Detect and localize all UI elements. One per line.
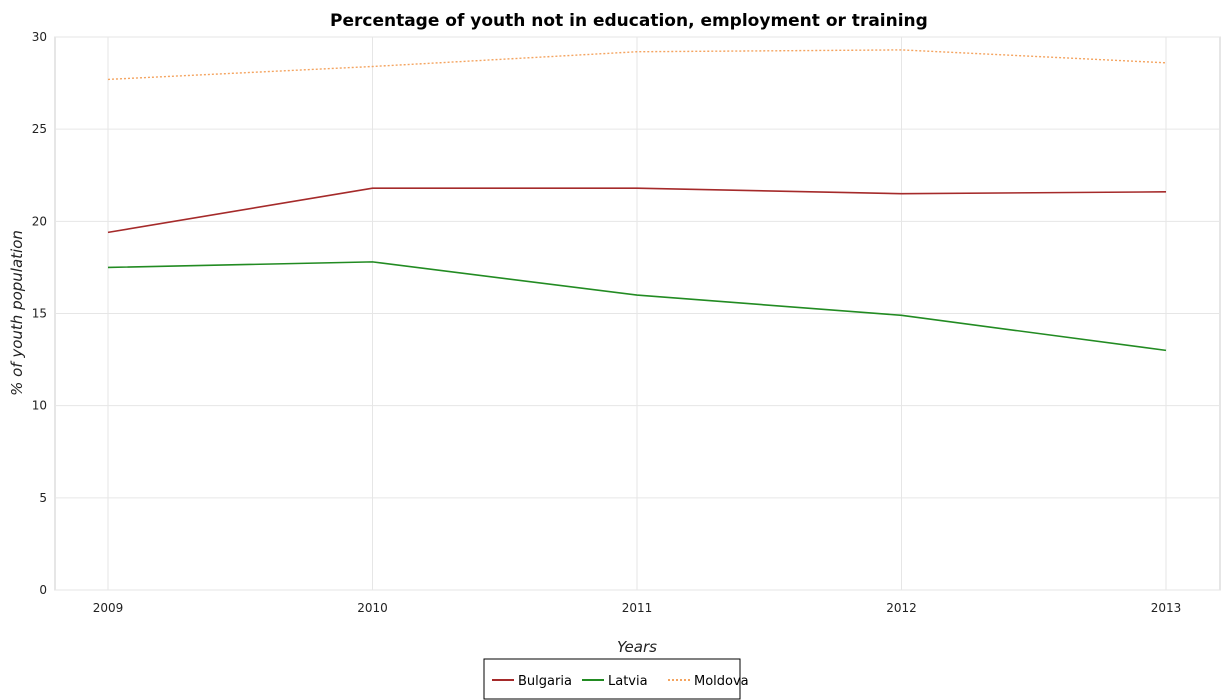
x-tick-label: 2009 — [93, 601, 124, 615]
grid-lines — [55, 36, 1220, 591]
legend-label-latvia: Latvia — [608, 674, 648, 689]
series-lines — [107, 49, 1167, 352]
legend-label-moldova: Moldova — [694, 674, 749, 689]
y-axis-label: % of youth population — [8, 230, 26, 396]
chart-title: Percentage of youth not in education, em… — [330, 11, 928, 31]
y-tick-label: 0 — [39, 583, 47, 597]
axis-ticks: 0 5 10 15 20 25 30 2009 2010 2011 2012 2013 — [32, 30, 1182, 615]
y-tick-label: 30 — [32, 30, 47, 44]
x-tick-label: 2010 — [357, 601, 388, 615]
x-axis-label: Years — [617, 638, 657, 656]
y-tick-label: 10 — [32, 399, 47, 413]
y-tick-label: 15 — [32, 307, 47, 321]
legend-box — [483, 658, 741, 700]
legend-label-bulgaria: Bulgaria — [518, 674, 572, 689]
legend: Bulgaria Latvia Moldova — [483, 658, 749, 700]
y-tick-label: 5 — [39, 491, 47, 505]
x-tick-label: 2013 — [1151, 601, 1182, 615]
y-tick-label: 25 — [32, 122, 47, 136]
x-tick-label: 2011 — [622, 601, 653, 615]
x-tick-label: 2012 — [886, 601, 917, 615]
y-tick-label: 20 — [32, 214, 47, 228]
